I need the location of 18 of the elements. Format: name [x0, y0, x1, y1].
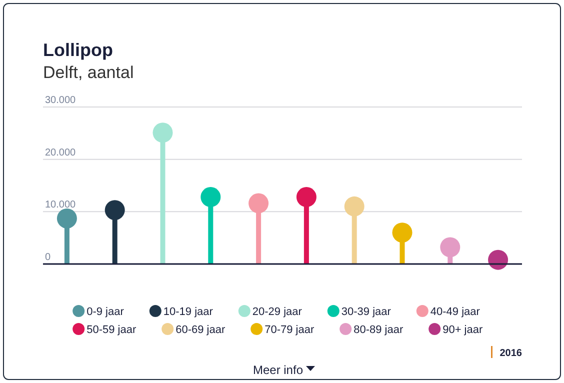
y-tick-label: 20.000 [45, 147, 76, 158]
legend-label: 80-89 jaar [354, 324, 404, 336]
y-tick-label: 30.000 [45, 95, 76, 106]
legend-label: 0-9 jaar [86, 306, 124, 318]
legend-label: 50-59 jaar [86, 324, 136, 336]
legend-label: 90+ jaar [442, 324, 483, 336]
y-tick-label: 0 [45, 252, 51, 263]
text: 2016 [500, 348, 522, 359]
legend-label: 70-79 jaar [264, 324, 314, 336]
text: Meer info [252, 363, 304, 377]
legend-label: 20-29 jaar [252, 306, 302, 318]
legend-label: 10-19 jaar [163, 306, 214, 318]
chart-title: Lollipop [43, 40, 113, 60]
legend-label: 40-49 jaar [430, 306, 480, 318]
chart-subtitle: Delft, aantal [43, 63, 134, 82]
y-tick-label: 10.000 [45, 200, 76, 211]
legend-label: 30-39 jaar [341, 306, 392, 318]
legend-label: 60-69 jaar [176, 324, 226, 336]
